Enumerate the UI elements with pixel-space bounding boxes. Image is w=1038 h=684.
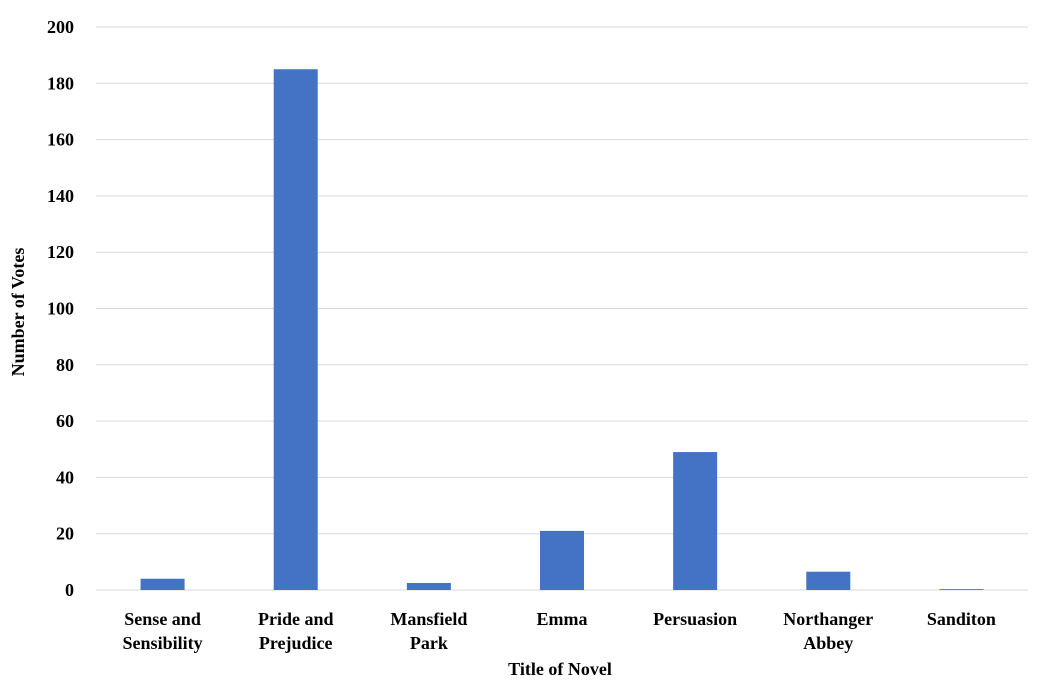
x-category-labels: Sense and Sensibility Pride and Prejudice Ma… (123, 609, 996, 653)
y-tick-label: 120 (47, 242, 74, 262)
x-category-label: Persuasion (653, 609, 737, 629)
y-tick-label: 20 (56, 524, 74, 544)
x-category-label: Mansfield Park (390, 609, 467, 653)
y-tick-label: 40 (56, 467, 74, 487)
y-tick-label: 160 (47, 130, 74, 150)
bar (806, 571, 851, 590)
y-tick-label: 100 (47, 299, 74, 319)
bar (273, 69, 318, 591)
y-tick-labels: 0 20 40 60 80 100 120 140 160 180 200 (47, 17, 74, 600)
y-tick-label: 60 (56, 411, 74, 431)
y-tick-label: 200 (47, 17, 74, 37)
gridlines (96, 26, 1028, 591)
bars (140, 69, 984, 591)
bar (939, 589, 984, 590)
bar (406, 582, 451, 590)
x-category-label: Northanger Abbey (783, 609, 873, 653)
y-tick-label: 140 (47, 186, 74, 206)
bar (540, 530, 584, 590)
y-tick-label: 180 (47, 73, 74, 93)
x-category-label: Sense and Sensibility (123, 609, 203, 653)
y-tick-label: 80 (56, 355, 74, 375)
bar (673, 452, 718, 590)
x-category-label: Pride and Prejudice (258, 609, 334, 653)
y-tick-label: 0 (65, 580, 74, 600)
x-axis-title: Title of Novel (508, 659, 612, 679)
x-category-label: Sanditon (927, 609, 996, 629)
x-category-label: Emma (537, 609, 588, 629)
y-axis-title: Number of Votes (8, 248, 28, 377)
bar (140, 578, 185, 590)
